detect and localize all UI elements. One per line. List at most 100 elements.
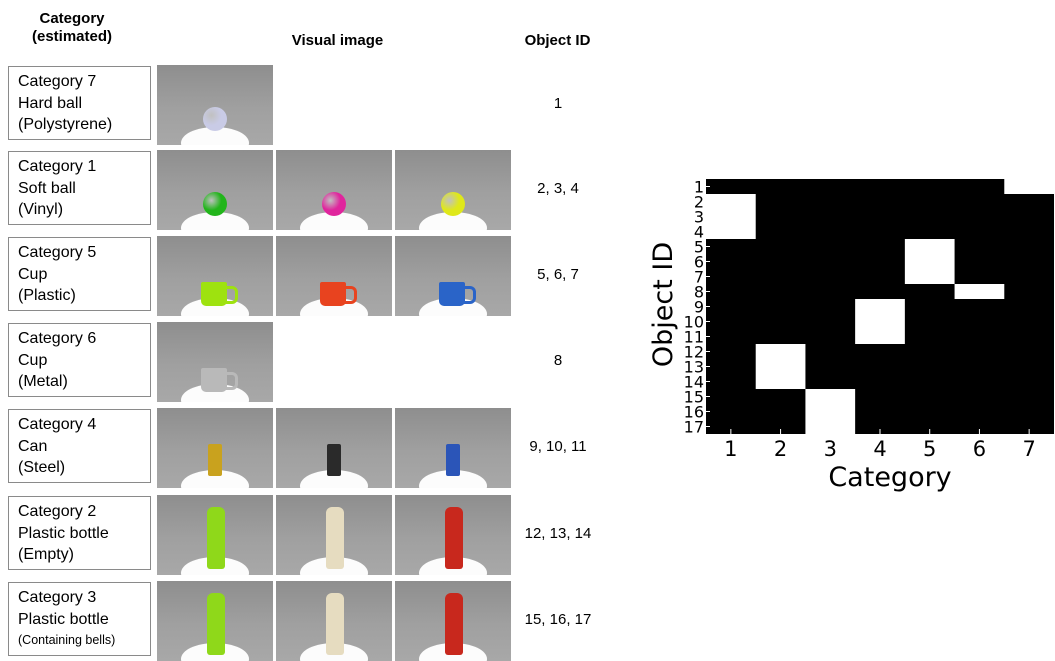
y-tick-label: 6	[694, 253, 704, 272]
category-label-box: Category 5 Cup (Plastic)	[8, 237, 151, 311]
matrix-cell	[755, 359, 806, 374]
category-cat: Category 7	[18, 73, 97, 90]
object-bottle	[445, 593, 463, 655]
y-tick-label: 2	[694, 193, 704, 212]
y-tick-label: 17	[684, 418, 704, 437]
object-photo	[157, 408, 273, 488]
object-ball	[441, 192, 465, 216]
category-label-box: Category 4 Can (Steel)	[8, 409, 151, 483]
matrix-cell	[805, 419, 856, 434]
object-photo	[157, 236, 273, 316]
category-cat: Category 6	[18, 330, 97, 347]
category-label-box: Category 7 Hard ball (Polystyrene)	[8, 66, 151, 140]
category-material: (Vinyl)	[18, 201, 64, 218]
matrix-cell	[954, 284, 1005, 299]
matrix-cell	[855, 314, 905, 329]
y-tick-label: 1	[694, 178, 704, 197]
x-tick-label: 2	[774, 437, 787, 461]
category-cat: Category 1	[18, 158, 97, 175]
category-label-box: Category 2 Plastic bottle (Empty)	[8, 496, 151, 570]
category-material: (Polystyrene)	[18, 116, 113, 133]
object-photo	[276, 495, 392, 575]
category-name: Plastic bottle	[18, 524, 109, 542]
turntable	[419, 470, 487, 488]
y-tick-label: 5	[694, 238, 704, 257]
category-label-box: Category 1 Soft ball (Vinyl)	[8, 151, 151, 225]
object-ids: 5, 6, 7	[537, 266, 579, 283]
turntable	[181, 470, 249, 488]
y-tick-label: 7	[694, 268, 704, 287]
turntable	[300, 470, 368, 488]
object-photo	[395, 495, 511, 575]
object-bottle	[326, 507, 344, 569]
matrix-cell	[805, 404, 856, 419]
matrix-cell	[755, 344, 806, 359]
object-ids: 2, 3, 4	[537, 180, 579, 197]
cup-handle	[463, 286, 476, 304]
object-ball	[203, 192, 227, 216]
object-ball	[203, 107, 227, 131]
x-tick-label: 6	[973, 437, 986, 461]
object-photo	[157, 322, 273, 402]
object-bottle	[445, 507, 463, 569]
object-bottle	[207, 593, 225, 655]
x-tick-label: 1	[724, 437, 737, 461]
y-tick-label: 12	[684, 343, 704, 362]
object-photo	[395, 581, 511, 661]
object-cup	[201, 368, 238, 392]
category-material: (Empty)	[18, 546, 74, 563]
matrix-cell	[1004, 179, 1054, 194]
object-ids: 8	[553, 352, 563, 369]
object-photo	[276, 408, 392, 488]
category-name: Hard ball	[18, 94, 83, 112]
object-ids: 1	[553, 95, 563, 112]
y-tick-label: 13	[684, 358, 704, 377]
x-tick-label: 3	[824, 437, 837, 461]
matrix-cell	[855, 329, 905, 344]
category-name: Soft ball	[18, 179, 76, 197]
y-tick-label: 16	[684, 403, 704, 422]
object-ball	[322, 192, 346, 216]
category-cat: Category 2	[18, 503, 97, 520]
x-tick-label: 4	[873, 437, 886, 461]
category-header: Category (estimated)	[18, 10, 126, 46]
y-tick-label: 3	[694, 208, 704, 227]
object-ids: 9, 10, 11	[529, 438, 587, 455]
category-material: (Steel)	[18, 459, 66, 476]
x-tick-label: 7	[1022, 437, 1035, 461]
matrix-cell	[904, 239, 955, 254]
object-bottle	[326, 593, 344, 655]
matrix-cell	[706, 224, 756, 239]
visual-image-header: Visual image	[291, 32, 384, 49]
y-tick-label: 4	[694, 223, 704, 242]
turntable	[181, 212, 249, 230]
object-cup	[439, 282, 476, 306]
object-photo	[395, 236, 511, 316]
matrix-cell	[805, 389, 856, 404]
object-photo	[276, 236, 392, 316]
object-ids: 15, 16, 17	[524, 611, 592, 628]
matrix-cell	[904, 254, 955, 269]
matrix-cell	[706, 194, 756, 209]
matrix-cell	[706, 209, 756, 224]
category-material: (Plastic)	[18, 287, 76, 304]
object-id-header: Object ID	[524, 32, 591, 49]
category-header-line1: Category	[39, 10, 105, 27]
y-axis-label: Object ID	[648, 242, 679, 367]
category-cat: Category 4	[18, 416, 97, 433]
object-photo	[276, 581, 392, 661]
category-label-box: Category 3 Plastic bottle (Containing bell…	[8, 582, 151, 656]
category-material: (Containing bells)	[18, 633, 116, 647]
matrix-cell	[755, 374, 806, 389]
category-material: (Metal)	[18, 373, 68, 390]
object-photo	[157, 65, 273, 145]
y-tick-label: 11	[684, 328, 704, 347]
category-name: Cup	[18, 265, 48, 283]
object-photo	[395, 150, 511, 230]
y-tick-label: 9	[694, 298, 704, 317]
object-can	[208, 444, 222, 476]
cup-handle	[344, 286, 357, 304]
x-axis-label: Category	[828, 462, 951, 493]
y-tick-label: 8	[694, 283, 704, 302]
